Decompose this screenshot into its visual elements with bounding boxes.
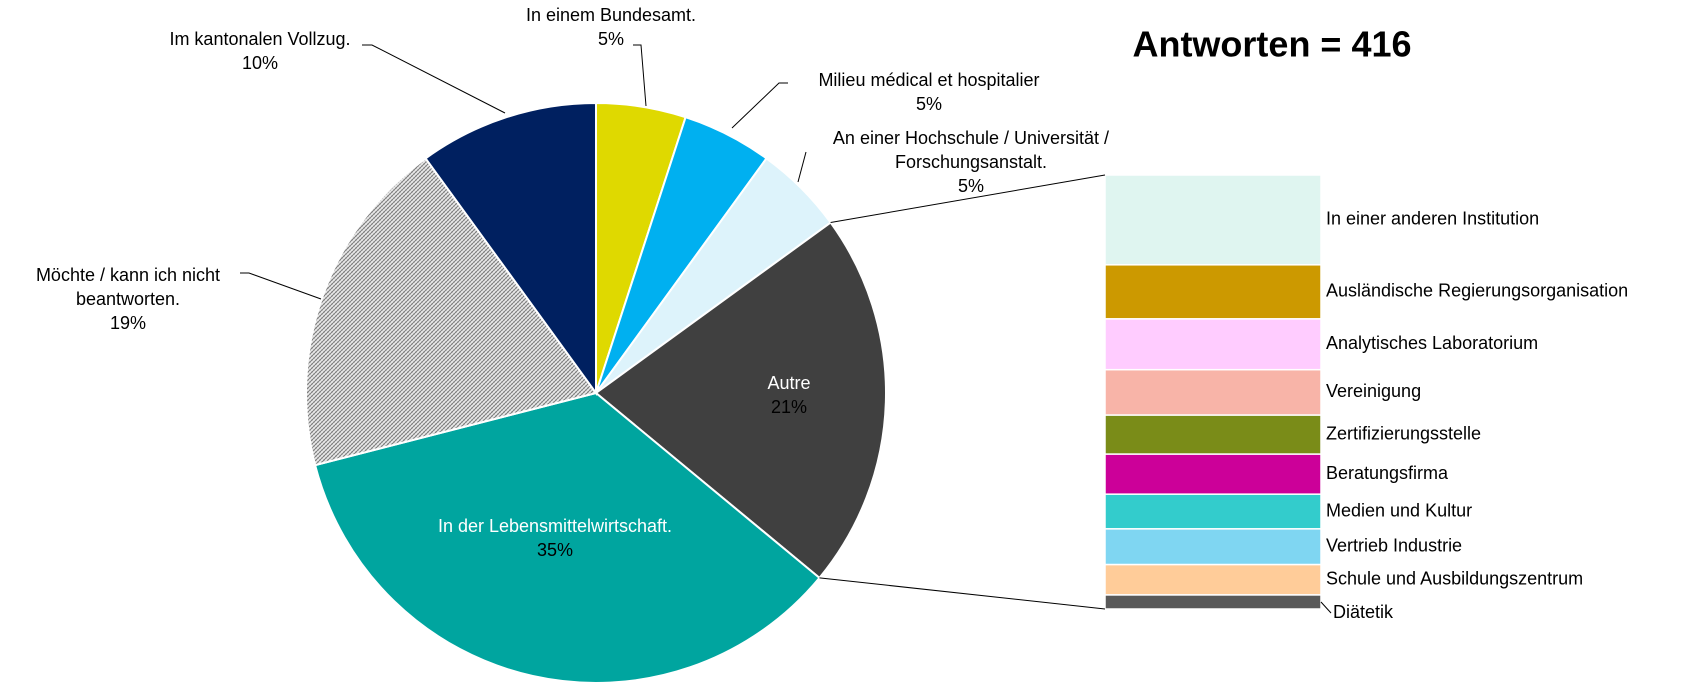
slice-value-label: 5% — [598, 29, 624, 49]
bar-label: Diätetik — [1333, 602, 1394, 622]
pie-slice — [594, 221, 887, 580]
bar-label: Vertrieb Industrie — [1326, 535, 1462, 555]
label-line: Milieu médical et hospitalier — [818, 70, 1039, 90]
connector-line — [819, 577, 1106, 610]
bar-label: Medien und Kultur — [1326, 500, 1472, 520]
bar-label: Vereinigung — [1326, 381, 1421, 401]
bar-segment — [1104, 264, 1322, 320]
bar-segment — [1104, 528, 1322, 566]
chart-title: Antworten = 416 — [1132, 24, 1411, 65]
connector-line — [830, 174, 1106, 224]
leader-line — [1320, 601, 1332, 614]
label-line: In der Lebensmittelwirtschaft. — [438, 516, 672, 536]
bar-segment — [1104, 563, 1322, 596]
bar-segment — [1104, 493, 1322, 530]
label-line: beantworten. — [76, 289, 180, 309]
slice-value-label: 5% — [958, 176, 984, 196]
slice-value-label: 5% — [916, 94, 942, 114]
slice-value-label: 35% — [537, 540, 573, 560]
bar-label: In einer anderen Institution — [1326, 209, 1539, 229]
slice-label: Im kantonalen Vollzug. — [169, 29, 350, 49]
slice-value-label: 19% — [110, 313, 146, 333]
pie-slice — [424, 101, 597, 397]
slice-label: An einer Hochschule / Universität / Forsc… — [833, 128, 1109, 172]
leader-line — [240, 272, 322, 300]
leader-line — [797, 151, 807, 183]
slice-value-label: 21% — [771, 397, 807, 417]
label-line: Möchte / kann ich nicht — [36, 265, 220, 285]
bar-segment — [1104, 594, 1322, 610]
bar-segment — [1104, 453, 1322, 495]
label-line: An einer Hochschule / Universität / — [833, 128, 1109, 148]
leader-line — [362, 44, 506, 114]
slice-label: Möchte / kann ich nicht beantworten. — [36, 265, 220, 309]
pie-slice — [313, 391, 821, 684]
label-line: Autre — [767, 373, 810, 393]
bar-label: Beratungsfirma — [1326, 463, 1449, 483]
label-line: In einem Bundesamt. — [526, 5, 696, 25]
bar-label: Ausländische Regierungsorganisation — [1326, 281, 1628, 301]
pie-slice — [305, 156, 598, 467]
bar-segment — [1104, 318, 1322, 371]
label-line: Im kantonalen Vollzug. — [169, 29, 350, 49]
slice-label: In einem Bundesamt. — [526, 5, 696, 25]
slice-label: Autre — [767, 373, 810, 393]
bar-label: Analytisches Laboratorium — [1326, 333, 1538, 353]
slice-label: In der Lebensmittelwirtschaft. — [438, 516, 672, 536]
slice-value-label: 10% — [242, 53, 278, 73]
label-line: Forschungsanstalt. — [895, 152, 1047, 172]
bar-segment — [1104, 174, 1322, 266]
bar-segment — [1104, 414, 1322, 455]
bar-label: Zertifizierungsstelle — [1326, 423, 1481, 443]
bar-segment — [1104, 368, 1322, 416]
leader-line — [731, 82, 788, 129]
leader-line — [633, 44, 647, 107]
slice-label: Milieu médical et hospitalier — [818, 70, 1039, 90]
bar-label: Schule und Ausbildungszentrum — [1326, 569, 1583, 589]
